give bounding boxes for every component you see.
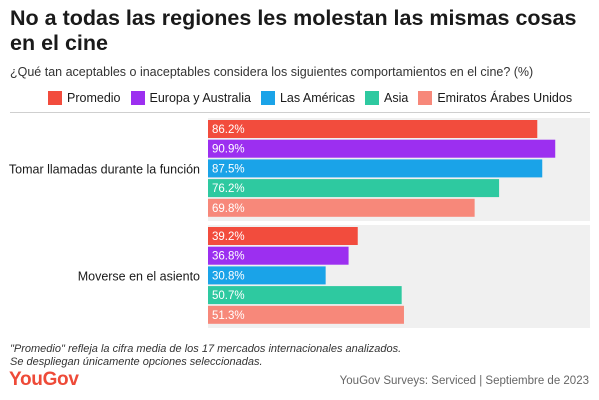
bar-value-label: 76.2%	[212, 183, 245, 195]
legend-swatch	[130, 91, 145, 105]
bar-value-label: 69.8%	[212, 203, 245, 215]
yougov-logo: YouGov	[9, 369, 79, 390]
bar-value-label: 30.8%	[212, 270, 245, 282]
footnote-promedio: "Promedio" refleja la cifra media de los…	[10, 343, 402, 355]
bar	[208, 198, 475, 217]
bar	[208, 139, 556, 158]
legend-swatch	[48, 91, 62, 105]
bar-value-label: 86.2%	[212, 124, 245, 136]
legend-swatch	[364, 91, 379, 105]
legend-label: Promedio	[67, 91, 121, 105]
chart-subtitle: ¿Qué tan aceptables o inaceptables consi…	[10, 65, 534, 79]
bar	[208, 266, 326, 285]
legend-item-asia: Asia	[364, 91, 409, 105]
legend-item-las-americas: Las Américas	[260, 91, 355, 105]
category-label: Moverse en el asiento	[78, 270, 200, 284]
bar-value-label: 50.7%	[212, 290, 245, 302]
legend-swatch	[418, 91, 433, 105]
bar	[208, 246, 349, 265]
legend: Promedio Europa y Australia Las Américas…	[48, 91, 582, 105]
bar-value-label: 39.2%	[212, 231, 245, 243]
legend-label: Emiratos Árabes Unidos	[437, 91, 573, 105]
bar-chart: Tomar llamadas durante la función 86.2% 90…	[9, 118, 590, 328]
bar	[208, 159, 543, 178]
legend-item-europa-australia: Europa y Australia	[130, 91, 251, 105]
legend-item-promedio: Promedio	[48, 91, 121, 105]
bar-value-label: 90.9%	[212, 144, 245, 156]
header-rule	[10, 112, 590, 113]
footnote-selection: Se despliegan únicamente opciones selecc…	[10, 355, 263, 368]
legend-label: Asia	[383, 91, 409, 105]
bar-value-label: 36.8%	[212, 251, 245, 263]
bar	[208, 286, 402, 305]
bar	[208, 179, 500, 198]
footnotes: "Promedio" refleja la cifra media de los…	[10, 343, 401, 368]
chart-title: No a todas las regiones les molestan las…	[10, 6, 577, 55]
bar	[208, 227, 358, 245]
legend-item-emiratos: Emiratos Árabes Unidos	[418, 91, 572, 105]
bar-value-label: 51.3%	[212, 310, 245, 322]
category-label: Tomar llamadas durante la función	[9, 163, 200, 177]
legend-label: Europa y Australia	[149, 91, 251, 105]
bar-value-label: 87.5%	[212, 163, 245, 175]
bar	[208, 120, 538, 138]
bar	[208, 305, 404, 324]
legend-label: Las Américas	[279, 91, 355, 105]
legend-swatch	[260, 91, 275, 105]
source-credit: YouGov Surveys: Serviced | Septiembre de…	[339, 375, 589, 387]
